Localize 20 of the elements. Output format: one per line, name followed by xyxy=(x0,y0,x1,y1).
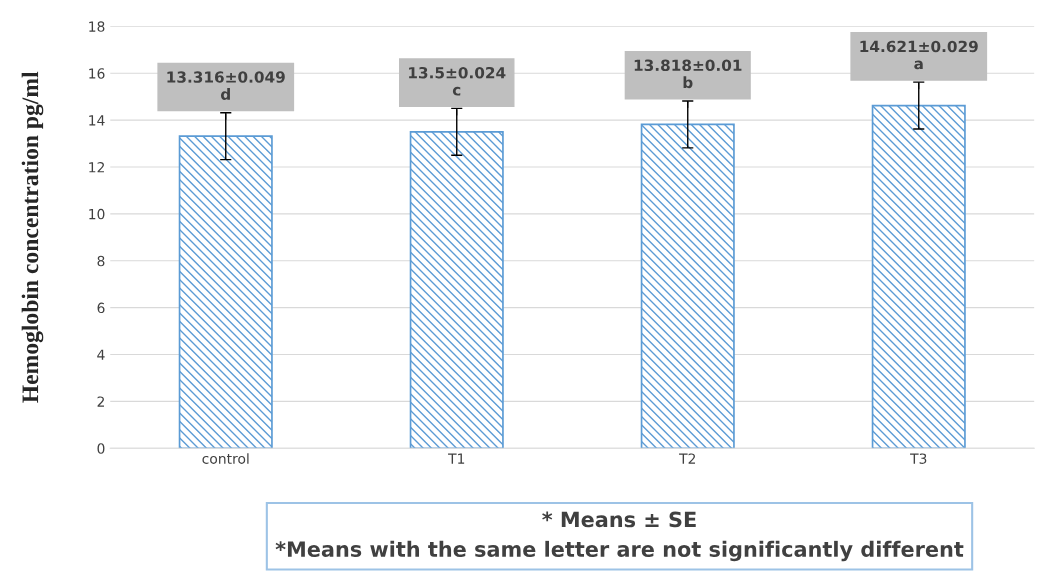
y-tick-label: 2 xyxy=(97,396,104,407)
data-label: 14.621±0.029 a xyxy=(860,40,978,70)
y-tick-label: 0 xyxy=(97,443,105,454)
x-tick-label: T1 xyxy=(448,453,465,464)
text: * Means ± SE *Means with the same letter are not significantly different xyxy=(275,511,964,562)
x-tick-label: T2 xyxy=(679,453,696,464)
data-label: 13.818±0.01 b xyxy=(634,59,742,89)
y-tick-label: 14 xyxy=(89,115,105,126)
y-tick-label: 18 xyxy=(89,21,105,32)
x-tick-label: T3 xyxy=(910,453,927,464)
y-tick-label: 6 xyxy=(97,302,105,314)
y-tick-label: 10 xyxy=(89,208,105,220)
x-tick-label: control xyxy=(202,453,249,464)
y-tick-label: 16 xyxy=(89,68,105,79)
data-label: 13.316±0.049 d xyxy=(167,71,285,100)
y-tick-label: 12 xyxy=(89,161,104,173)
data-label: 13.5±0.024 c xyxy=(409,66,506,96)
y-tick-label: 4 xyxy=(97,349,105,360)
y-axis-title: Hemoglobin concentration pg/ml xyxy=(21,71,44,403)
y-tick-label: 8 xyxy=(97,255,105,267)
